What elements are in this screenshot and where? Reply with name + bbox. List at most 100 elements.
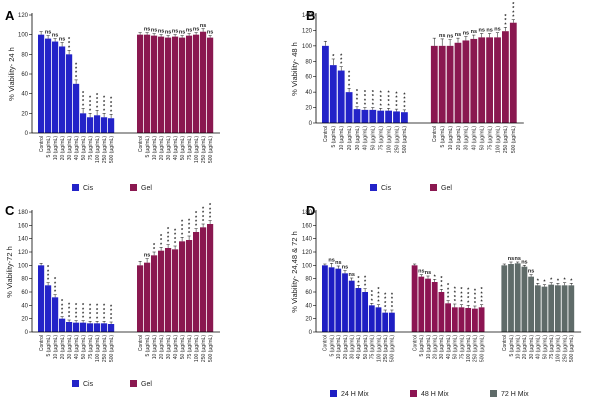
y-axis-label: % Viability- 48 h [290, 42, 299, 96]
significance-label: * [195, 211, 198, 217]
significance-label: * [174, 233, 177, 239]
bar [172, 36, 179, 134]
bar [362, 292, 368, 332]
bar [207, 224, 214, 332]
significance-label: ns [486, 28, 492, 34]
significance-label: * [103, 312, 106, 318]
bar [59, 318, 66, 332]
category-label: 250 (µg/mL) [562, 335, 568, 362]
significance-label: * [460, 287, 463, 293]
category-label: 100 (µg/mL) [556, 335, 562, 362]
y-tick-label: 0 [25, 131, 29, 137]
significance-label: * [384, 301, 387, 307]
category-label: 50 (µg/mL) [81, 335, 87, 360]
category-label: 40 (µg/mL) [472, 126, 478, 151]
category-label: 30 (µg/mL) [355, 126, 361, 151]
bar [87, 323, 94, 332]
bar [369, 109, 377, 123]
significance-label: ns [471, 29, 477, 35]
significance-label: * [454, 299, 457, 305]
significance-label: * [388, 99, 391, 105]
significance-label: ns [52, 33, 58, 39]
significance-label: * [348, 75, 351, 81]
series-24-h-mix: Control ns 5 (µg/mL) ns 10 (µg/mL) ns 20 (µg/m… [322, 257, 396, 362]
panel-c: C 0 20 40 60 80 100 120 140 160 180 % Viability-72 … [5, 203, 220, 388]
significance-label: * [103, 308, 106, 314]
bar [165, 248, 172, 332]
significance-label: * [460, 300, 463, 306]
significance-label: * [75, 71, 78, 77]
category-label: 250 (µg/mL) [383, 335, 389, 362]
significance-label: * [481, 300, 484, 306]
y-tick-label: 100 [18, 33, 29, 39]
category-label: 10 (µg/mL) [53, 136, 59, 161]
legend-label: 24 H Mix [341, 391, 369, 398]
bar [568, 285, 575, 332]
significance-label: * [467, 296, 470, 302]
y-tick-label: 140 [302, 13, 313, 19]
bar [193, 232, 200, 332]
category-label: 5 (µg/mL) [440, 126, 446, 148]
y-tick-label: 60 [21, 72, 28, 78]
significance-label: ns [144, 253, 150, 259]
significance-label: * [188, 218, 191, 224]
significance-label: * [96, 97, 99, 103]
significance-label: * [82, 95, 85, 101]
category-label: 10 (µg/mL) [152, 136, 158, 161]
y-tick-label: 20 [21, 111, 28, 117]
category-label: 10 (µg/mL) [339, 126, 345, 151]
significance-label: * [364, 275, 367, 281]
panel-a: A 0 20 40 60 80 100 120 % Viability- 24 h Control… [5, 8, 220, 192]
category-label: 5 (µg/mL) [46, 335, 52, 357]
category-label: 10 (µg/mL) [516, 335, 522, 360]
significance-label: * [364, 98, 367, 104]
bar [101, 117, 108, 133]
bar [144, 262, 151, 332]
y-tick-label: 20 [21, 317, 28, 323]
legend-label: Cis [83, 185, 94, 192]
significance-label: * [377, 291, 380, 297]
significance-label: * [460, 295, 463, 301]
significance-label: * [82, 316, 85, 322]
y-tick-label: 120 [18, 250, 29, 256]
category-label: 20 (µg/mL) [347, 126, 353, 151]
bar [470, 38, 478, 123]
bar [430, 45, 438, 123]
legend-swatch [410, 390, 417, 397]
significance-label: * [89, 100, 92, 106]
significance-label: * [356, 93, 359, 99]
legend-swatch [72, 380, 79, 387]
significance-label: * [188, 223, 191, 229]
category-label: 50 (µg/mL) [453, 335, 459, 360]
bar [94, 323, 101, 332]
bar [137, 265, 144, 332]
significance-label: * [403, 101, 406, 107]
significance-label: * [403, 96, 406, 102]
significance-label: * [348, 71, 351, 77]
significance-label: * [181, 220, 184, 226]
category-label: 30 (µg/mL) [166, 136, 172, 161]
bar [172, 249, 179, 332]
bar [478, 37, 486, 123]
bar [425, 278, 431, 332]
significance-label: * [388, 91, 391, 97]
significance-label: * [188, 231, 191, 237]
legend-label: 72 H Mix [501, 391, 529, 398]
bar [478, 307, 485, 332]
significance-label: * [371, 290, 374, 296]
category-label: 100 (µg/mL) [95, 136, 101, 163]
significance-label: * [543, 280, 546, 286]
significance-label: * [512, 15, 515, 21]
y-tick-label: 80 [305, 277, 312, 283]
significance-label: * [504, 18, 507, 24]
category-label: 20 (µg/mL) [60, 136, 66, 161]
significance-label: ns [463, 31, 469, 37]
significance-label: ns [59, 37, 65, 43]
y-axis-label: % Viability- 24,48 & 72 h [290, 231, 299, 313]
significance-label: * [440, 276, 443, 282]
significance-label: ns [45, 30, 51, 36]
bar [165, 37, 172, 133]
legend-label: Cis [83, 381, 94, 388]
significance-label: * [68, 41, 71, 47]
